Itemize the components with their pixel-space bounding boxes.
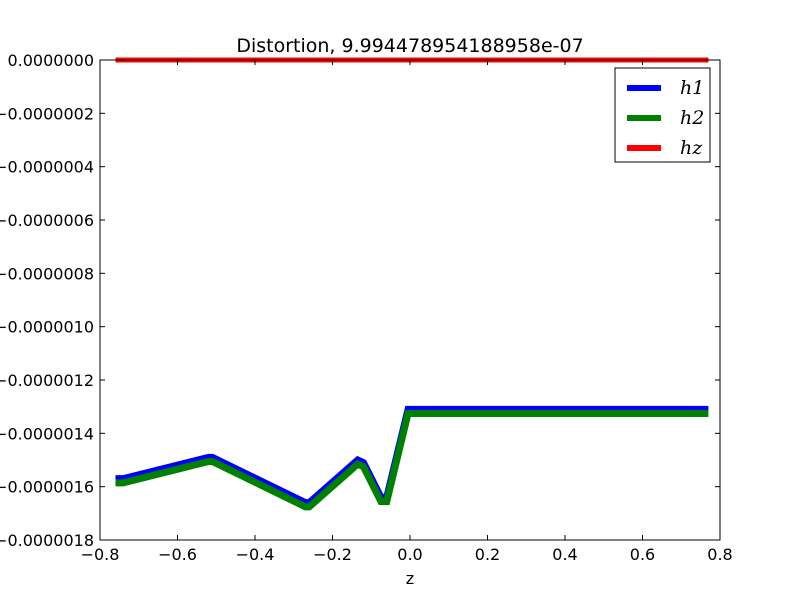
- x-tick-label: 0.4: [552, 545, 577, 564]
- y-tick-label: −0.0000010: [0, 318, 94, 337]
- x-tick-label: 0.8: [707, 545, 732, 564]
- series-line-h1: [115, 405, 709, 507]
- y-tick-label: −0.0000008: [0, 264, 94, 283]
- y-tick-label: −0.0000004: [0, 158, 94, 177]
- y-tick-label: −0.0000014: [0, 424, 94, 443]
- y-tick-label: −0.0000016: [0, 478, 94, 497]
- chart-title: Distortion, 9.994478954188958e-07: [236, 35, 583, 57]
- x-tick-label: −0.8: [81, 545, 120, 564]
- y-tick-label: −0.0000006: [0, 211, 94, 230]
- legend-label-h2: h2: [680, 107, 704, 129]
- x-axis-label: z: [406, 569, 414, 588]
- y-axis-ticks: 0.0000000 −0.0000002 −0.0000004 −0.0000006 −…: [0, 51, 720, 550]
- y-tick-label: 0.0000000: [7, 51, 94, 70]
- x-tick-label: −0.4: [236, 545, 275, 564]
- legend-label-h1: h1: [680, 77, 704, 99]
- y-tick-label: −0.0000018: [0, 531, 94, 550]
- series-line-h2: [115, 410, 709, 511]
- y-tick-label: −0.0000002: [0, 104, 94, 123]
- legend: h1 h2 hz: [614, 67, 711, 163]
- x-tick-label: 0.6: [630, 545, 655, 564]
- x-axis-ticks: −0.8 −0.6 −0.4 −0.2 0.0 0.2 0.4 0.6 0.8: [81, 60, 733, 564]
- legend-label-hz: hz: [680, 137, 703, 159]
- x-tick-label: 0.0: [397, 545, 422, 564]
- legend-items: h1 h2 hz: [627, 77, 704, 159]
- x-tick-label: 0.2: [475, 545, 500, 564]
- plot-frame: [99, 59, 721, 541]
- y-tick-label: −0.0000012: [0, 371, 94, 390]
- x-tick-label: −0.2: [313, 545, 352, 564]
- x-tick-label: −0.6: [158, 545, 197, 564]
